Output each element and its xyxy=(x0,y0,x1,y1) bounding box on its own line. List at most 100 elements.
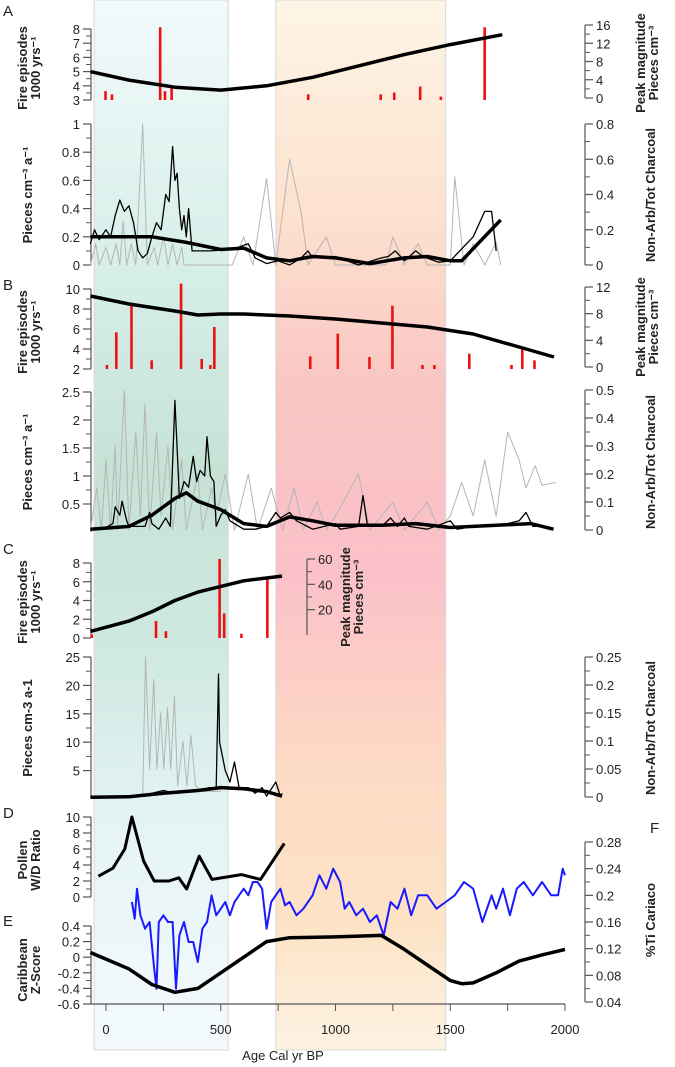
right-tick-label: 0.1 xyxy=(596,734,614,749)
left-tick-label: 10 xyxy=(66,735,80,750)
right-tick-label: 0.15 xyxy=(596,706,621,721)
z-score-line xyxy=(89,933,566,995)
left-tick-label: 5 xyxy=(73,764,80,779)
right-tick-label: 20 xyxy=(318,603,332,618)
left-tick-label: 2.5 xyxy=(62,385,80,400)
right-tick-label: 4 xyxy=(596,333,603,348)
left-tick-label: 0.4 xyxy=(62,202,80,217)
left-tick-label: 4 xyxy=(73,79,80,94)
right-tick-label: 0 xyxy=(596,790,603,805)
x-tick-label: 0 xyxy=(102,1022,109,1037)
right-tick-label: 0.04 xyxy=(596,995,621,1010)
left-tick-label: 0.6 xyxy=(62,173,80,188)
charcoal-smoothed-line xyxy=(90,785,283,800)
peak-magnitude-axis-label: Pieces cm⁻³ xyxy=(646,289,661,364)
left-tick-label: 3 xyxy=(73,93,80,108)
right-tick-label: 0.4 xyxy=(596,411,614,426)
left-tick-label: 0.4 xyxy=(62,919,80,934)
charcoal-accumulation-axis-label: Pieces cm⁻³ a⁻¹ xyxy=(20,147,35,244)
right-tick-label: 60 xyxy=(318,552,332,567)
z-score-axis-label: Z-Score xyxy=(28,946,43,994)
non-arb-charcoal-line xyxy=(89,389,556,531)
right-tick-label: 0.2 xyxy=(596,223,614,238)
left-tick-label: 0 xyxy=(73,950,80,965)
fire-episodes-axis-label: 1000 yrs⁻¹ xyxy=(28,570,43,633)
peak-magnitude-axis-label: Peak magnitude xyxy=(338,547,353,647)
left-tick-label: 25 xyxy=(66,650,80,665)
left-tick-label: 15 xyxy=(66,707,80,722)
left-tick-label: 4 xyxy=(73,342,80,357)
right-tick-label: 8 xyxy=(596,55,603,70)
left-tick-label: 0.8 xyxy=(62,145,80,160)
right-tick-label: 0.28 xyxy=(596,835,621,850)
pollen-ratio-line xyxy=(97,815,286,891)
right-tick-label: 0 xyxy=(596,360,603,375)
left-tick-label: 4 xyxy=(73,594,80,609)
x-tick-label: 500 xyxy=(210,1022,232,1037)
pollen-ratio-axis-label: Pollen xyxy=(15,840,30,879)
ti-cariaco-axis-label: %Ti Cariaco xyxy=(643,883,658,957)
charcoal-accumulation-line xyxy=(89,145,497,266)
left-tick-label: 7 xyxy=(73,36,80,51)
left-tick-label: 0 xyxy=(73,258,80,273)
left-tick-label: -0.2 xyxy=(58,966,80,981)
x-axis-title: Age Cal yr BP xyxy=(242,1048,324,1063)
charcoal-accumulation-axis-label: Pieces cm⁻³ a⁻¹ xyxy=(20,414,35,511)
non-arb-charcoal-line xyxy=(89,123,502,266)
non-arb-charcoal-axis-label: Non-Arb/Tot Charcoal xyxy=(643,128,658,262)
non-arb-charcoal-axis-label: Non-Arb/Tot Charcoal xyxy=(643,395,658,529)
x-tick-label: 2000 xyxy=(551,1022,580,1037)
x-tick-label: 1000 xyxy=(321,1022,350,1037)
panel-letter: A xyxy=(3,3,13,20)
right-tick-label: 0.25 xyxy=(596,650,621,665)
left-tick-label: 20 xyxy=(66,678,80,693)
fire-frequency-line xyxy=(89,574,283,634)
fire-episodes-axis-label: 1000 yrs⁻¹ xyxy=(28,300,43,363)
left-tick-label: 6 xyxy=(73,575,80,590)
left-tick-label: 8 xyxy=(73,826,80,841)
right-tick-label: 0.16 xyxy=(596,915,621,930)
fire-episodes-axis-label: Fire episodes xyxy=(15,26,30,110)
left-tick-label: 5 xyxy=(73,65,80,80)
panel-letter: F xyxy=(650,820,659,837)
left-tick-label: 0 xyxy=(73,631,80,646)
panel-letter: C xyxy=(3,541,14,558)
left-tick-label: 0.5 xyxy=(62,497,80,512)
left-tick-label: 8 xyxy=(73,302,80,317)
peak-magnitude-axis-label: Peak magnitude xyxy=(633,13,648,113)
left-tick-label: 10 xyxy=(66,282,80,297)
right-tick-label: 0.2 xyxy=(596,678,614,693)
left-tick-label: 0 xyxy=(73,890,80,905)
charcoal-accumulation-axis-label: Pieces cm-3 a-1 xyxy=(20,679,35,777)
charcoal-smoothed-line xyxy=(90,491,554,531)
left-tick-label: 1.5 xyxy=(62,441,80,456)
right-tick-label: 16 xyxy=(596,18,610,33)
left-tick-label: 0.2 xyxy=(62,935,80,950)
fire-episodes-axis-label: Fire episodes xyxy=(15,560,30,644)
charcoal-smoothed-line xyxy=(90,218,502,266)
panel-letter: E xyxy=(3,913,13,930)
ti-cariaco-line xyxy=(130,867,566,990)
right-tick-label: 0 xyxy=(596,523,603,538)
right-tick-label: 40 xyxy=(318,577,332,592)
left-tick-label: -0.6 xyxy=(58,997,80,1012)
right-tick-label: 8 xyxy=(596,307,603,322)
right-tick-label: 0.8 xyxy=(596,117,614,132)
x-tick-label: 1500 xyxy=(436,1022,465,1037)
peak-magnitude-axis-label: Pieces cm⁻³ xyxy=(646,25,661,100)
left-tick-label: 2 xyxy=(73,874,80,889)
pollen-ratio-axis-label: W/D Ratio xyxy=(28,829,43,890)
left-tick-label: 8 xyxy=(73,556,80,571)
right-tick-label: 0.1 xyxy=(596,495,614,510)
left-tick-label: 1 xyxy=(73,469,80,484)
peak-magnitude-axis-label: Pieces cm⁻³ xyxy=(351,559,366,634)
fire-frequency-line xyxy=(90,294,555,359)
left-tick-label: 6 xyxy=(73,842,80,857)
left-tick-label: 0.2 xyxy=(62,230,80,245)
z-score-axis-label: Caribbean xyxy=(15,938,30,1002)
left-tick-label: 6 xyxy=(73,50,80,65)
left-tick-label: 6 xyxy=(73,322,80,337)
right-tick-label: 0.3 xyxy=(596,439,614,454)
right-tick-label: 0 xyxy=(596,91,603,106)
